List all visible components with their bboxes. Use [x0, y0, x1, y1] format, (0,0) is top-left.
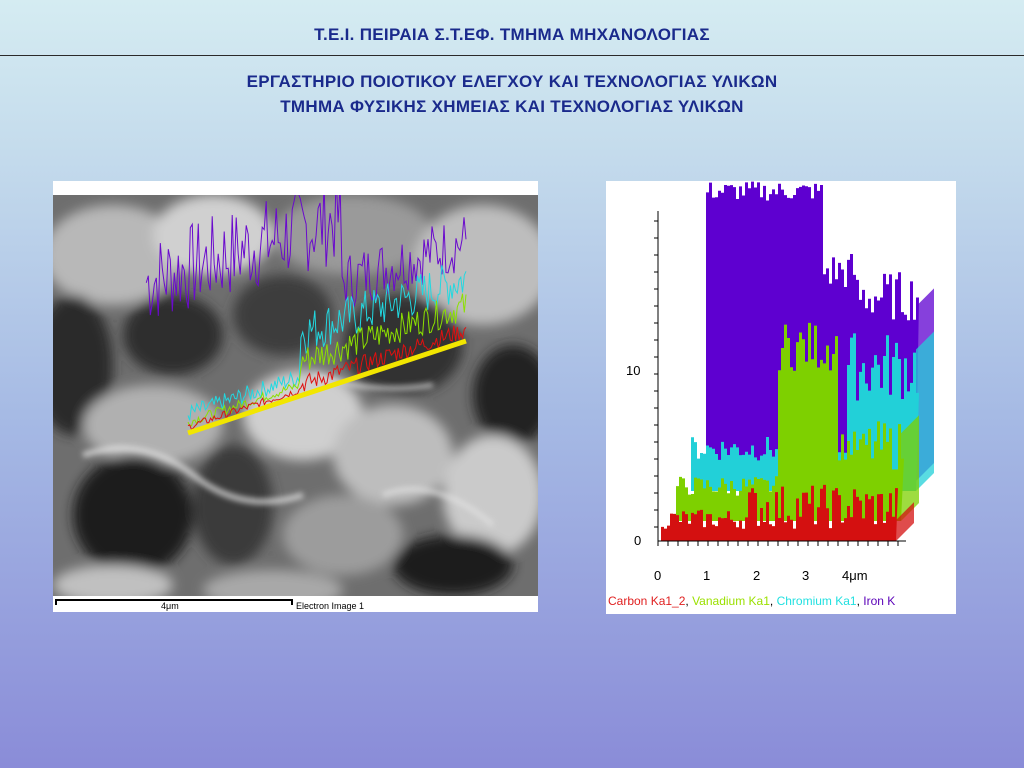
legend-separator: ,	[856, 594, 864, 608]
y-tick-label: 10	[626, 363, 640, 378]
overlay-signal	[187, 325, 467, 431]
linescan-path-line	[187, 338, 467, 436]
image-caption: Electron Image 1	[296, 601, 365, 611]
legend-iron: Iron K	[863, 594, 896, 608]
x-tick-label: 4μm	[842, 568, 868, 583]
legend-carbon: Carbon Ka1_2	[608, 594, 686, 608]
y-tick-label: 0	[634, 533, 641, 548]
scale-bar-row: 4μm Electron Image 1	[53, 596, 538, 612]
scale-bar-label: 4μm	[161, 601, 179, 611]
header-divider	[0, 55, 1024, 56]
profile-band	[676, 322, 904, 521]
header-title: Τ.Ε.Ι. ΠΕΙΡΑΙΑ Σ.Τ.ΕΦ. ΤΜΗΜΑ ΜΗΧΑΝΟΛΟΓΙΑ…	[314, 25, 710, 44]
x-tick-label: 0	[654, 568, 661, 583]
sem-image-panel: 4μm Electron Image 1	[53, 181, 538, 612]
x-axis-minor-ticks	[657, 541, 899, 546]
profile-band-side	[896, 502, 914, 541]
linescan-profile-panel: 0 10 0 1 2 3 4μm Carbon Ka1_2, Vanadium …	[606, 181, 956, 614]
legend-chromium: Chromium Ka1	[776, 594, 857, 608]
profile-band-side	[901, 415, 919, 521]
subtitle-department: ΤΜΗΜΑ ΦΥΣΙΚΗΣ ΧΗΜΕΙΑΣ ΚΑΙ ΤΕΧΝΟΛΟΓΙΑΣ ΥΛ…	[280, 97, 744, 116]
overlay-signal	[187, 293, 467, 427]
profile-series	[661, 181, 934, 541]
scale-bar-tick	[291, 599, 293, 605]
overlay-signal	[145, 195, 467, 316]
legend-vanadium: Vanadium Ka1	[692, 594, 770, 608]
legend-separator: ,	[685, 594, 693, 608]
subtitle-laboratory: ΕΡΓΑΣΤΗΡΙΟ ΠΟΙΟΤΙΚΟΥ ΕΛΕΓΧΟΥ ΚΑΙ ΤΕΧΝΟΛΟ…	[246, 72, 778, 91]
profile-band	[661, 484, 898, 541]
overlay-signal	[187, 264, 467, 421]
profile-band-side	[916, 331, 934, 491]
scale-bar-tick	[55, 599, 57, 605]
sem-micrograph	[53, 195, 538, 598]
linescan-profile-chart: 0 10 0 1 2 3 4μm	[626, 181, 934, 583]
scale-bar	[55, 599, 293, 601]
x-tick-label: 3	[802, 568, 809, 583]
chart-legend: Carbon Ka1_2, Vanadium Ka1, Chromium Ka1…	[608, 594, 954, 608]
x-tick-label: 2	[753, 568, 760, 583]
linescan-overlay	[145, 195, 467, 431]
x-tick-label: 1	[703, 568, 710, 583]
y-axis-minor-ticks	[654, 220, 658, 528]
legend-separator: ,	[769, 594, 777, 608]
